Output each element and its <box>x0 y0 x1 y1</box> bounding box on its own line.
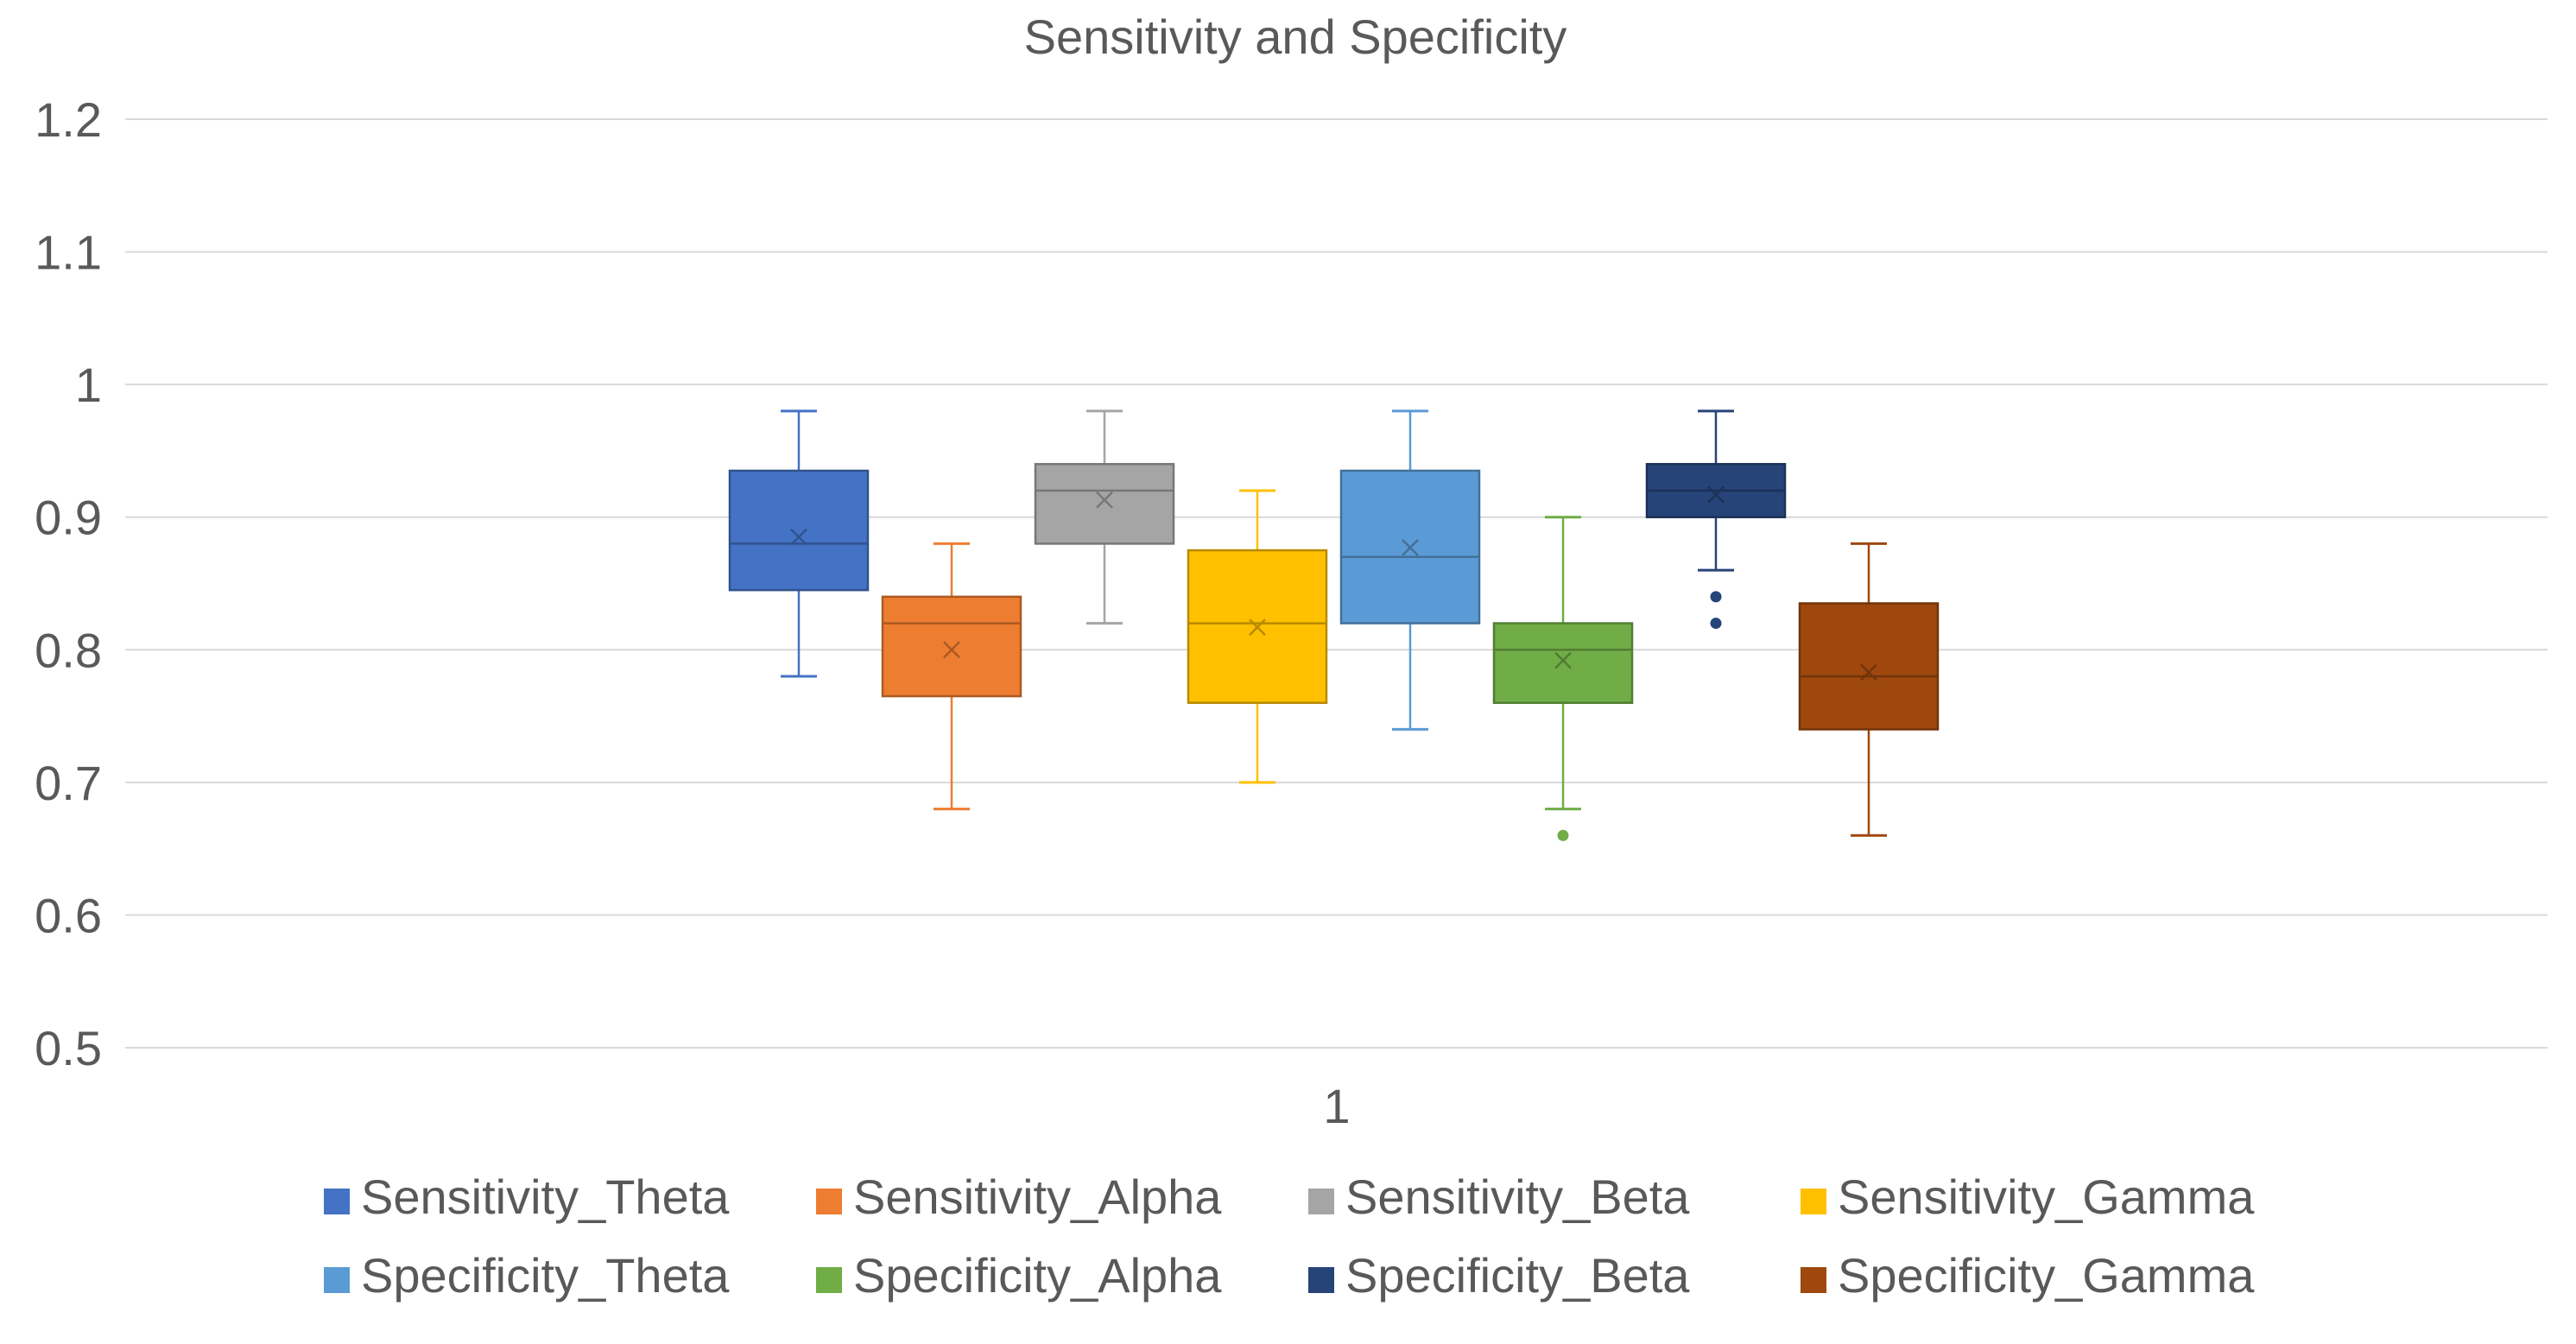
legend-label: Sensitivity_Gamma <box>1838 1170 2255 1224</box>
mean-marker <box>1554 651 1572 669</box>
mean-marker <box>1249 618 1266 637</box>
chart-title: Sensitivity and Specificity <box>1024 10 1567 64</box>
legend-swatch <box>1308 1267 1334 1293</box>
legend-swatch <box>1801 1189 1826 1214</box>
box-sensitivity-gamma <box>1187 489 1328 784</box>
y-tick-label: 1 <box>75 358 102 412</box>
y-tick-label: 0.8 <box>35 623 102 677</box>
box-specificity-gamma <box>1798 542 1940 837</box>
legend-swatch <box>324 1189 350 1214</box>
legend-label: Specificity_Gamma <box>1838 1248 2255 1303</box>
legend-item: Specificity_Beta <box>1308 1248 1690 1303</box>
y-tick-label: 1.1 <box>35 225 102 280</box>
mean-marker <box>1707 485 1725 504</box>
mean-marker <box>790 528 807 546</box>
mean-marker <box>1096 491 1113 509</box>
box-sensitivity-theta <box>728 409 870 678</box>
gridlines <box>125 118 2548 916</box>
legend-item: Sensitivity_Beta <box>1308 1170 1690 1224</box>
legend-swatch <box>816 1267 842 1293</box>
x-category-label: 1 <box>1323 1079 1350 1133</box>
y-tick-label: 0.6 <box>35 888 102 942</box>
x-axis-categories: 1 <box>1323 1079 1350 1133</box>
y-tick-label: 0.7 <box>35 756 102 810</box>
legend-swatch <box>1308 1189 1334 1214</box>
legend-label: Sensitivity_Beta <box>1345 1170 1690 1224</box>
box-iqr <box>1034 463 1175 545</box>
mean-marker <box>943 641 960 659</box>
box-sensitivity-beta <box>1034 409 1175 625</box>
box-iqr <box>728 469 870 592</box>
legend-swatch <box>816 1189 842 1214</box>
legend-item: Specificity_Alpha <box>816 1248 1222 1303</box>
outlier-point <box>1710 591 1722 603</box>
legend-item: Specificity_Theta <box>324 1248 730 1303</box>
legend-item: Sensitivity_Theta <box>324 1170 730 1224</box>
legend-swatch <box>324 1267 350 1293</box>
box-specificity-theta <box>1339 409 1481 731</box>
box-iqr <box>1492 622 1634 704</box>
y-tick-label: 1.2 <box>35 92 102 147</box>
box-sensitivity-alpha <box>881 542 1022 811</box>
legend-swatch <box>1801 1267 1826 1293</box>
legend-item: Specificity_Gamma <box>1801 1248 2255 1303</box>
mean-marker <box>1860 663 1877 682</box>
outlier-point <box>1557 829 1569 841</box>
legend-label: Sensitivity_Alpha <box>853 1170 1222 1224</box>
legend-label: Specificity_Beta <box>1345 1248 1690 1303</box>
legend: Sensitivity_Theta Sensitivity_Alpha Sensit… <box>324 1170 2255 1303</box>
box-iqr <box>1798 602 1940 731</box>
y-tick-label: 0.5 <box>35 1021 102 1075</box>
outlier-point <box>1710 618 1722 630</box>
y-axis-ticks: 0.5 0.6 0.7 0.8 0.9 1 1.1 1.2 <box>35 92 102 1075</box>
legend-label: Specificity_Theta <box>361 1248 730 1303</box>
legend-label: Sensitivity_Theta <box>361 1170 730 1224</box>
box-iqr <box>881 595 1022 698</box>
box-specificity-beta <box>1645 409 1787 630</box>
legend-label: Specificity_Alpha <box>853 1248 1222 1303</box>
box-specificity-alpha <box>1492 516 1634 841</box>
box-series <box>728 409 1940 841</box>
y-tick-label: 0.9 <box>35 491 102 545</box>
legend-item: Sensitivity_Alpha <box>816 1170 1222 1224</box>
mean-marker <box>1402 539 1419 556</box>
legend-item: Sensitivity_Gamma <box>1801 1170 2255 1224</box>
